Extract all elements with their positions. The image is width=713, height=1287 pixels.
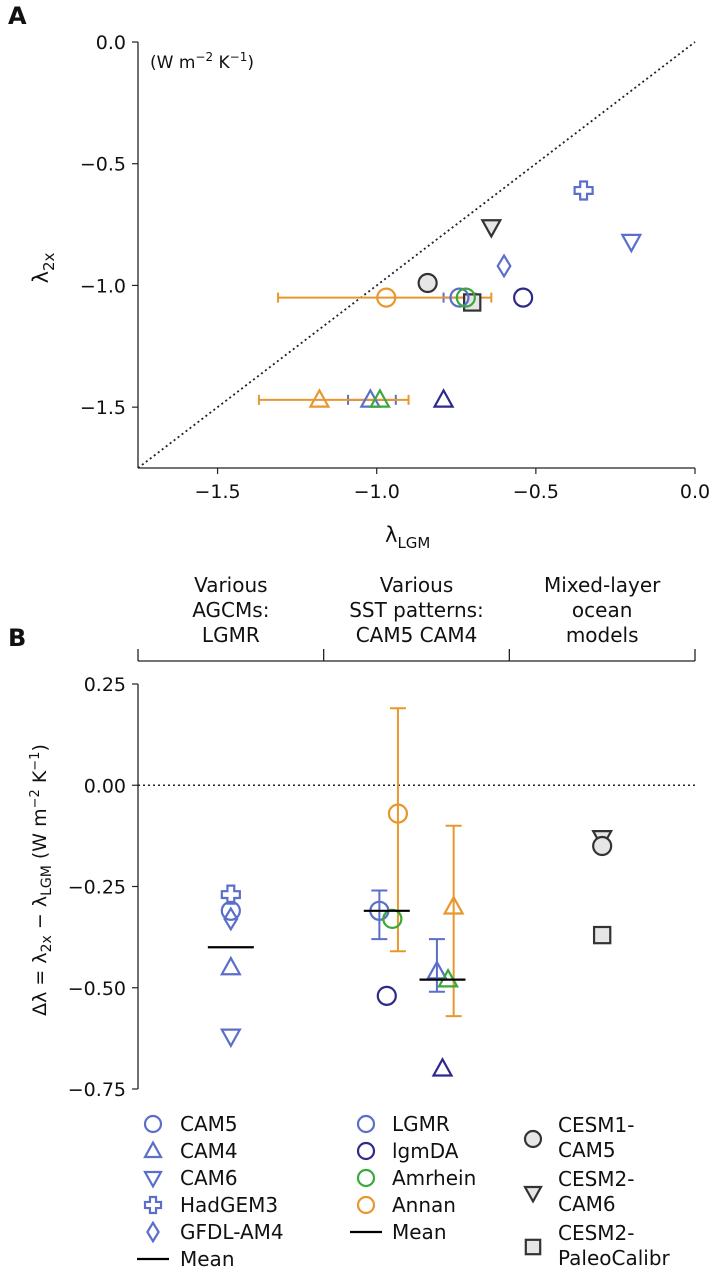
group-label-line: LGMR [202, 623, 260, 647]
panel-b-ytick-label: −0.50 [68, 978, 126, 1000]
panel-b-ytick-label: 0.25 [84, 674, 126, 696]
legend-label: CESM2- [558, 1167, 635, 1191]
legend-label: Mean [392, 1220, 447, 1244]
point-cesm2-paleocalibr [592, 925, 612, 945]
panel-a-ytick-label: −1.0 [80, 275, 126, 297]
group-label-line: AGCMs: [192, 598, 269, 622]
point-cam4-lgmr [426, 959, 448, 980]
group-label-line: CAM5 CAM4 [356, 623, 478, 647]
panel-a-xtick-label: 0.0 [680, 481, 710, 503]
point-cam6 [219, 1028, 242, 1049]
legend-marker-gfdl-am4-4 [146, 1220, 160, 1244]
panel-a-xlabel: λLGM [385, 523, 430, 552]
legend-label: HadGEM3 [180, 1193, 278, 1217]
panel-a: −1.5 −1.0 −0.5 0.0 0.0 −0.5 −1.0 −1.5 [80, 32, 710, 503]
panel-a-xtick-label: −1.5 [195, 481, 241, 503]
legend-label: Mean [180, 1247, 235, 1271]
legend-label: PaleoCalibr [558, 1246, 671, 1270]
panel-b-ytick-label: 0.00 [84, 775, 126, 797]
legend-label: GFDL-AM4 [180, 1220, 284, 1244]
group-label-line: Various [194, 573, 268, 597]
point-cam5-amrhein [455, 287, 476, 308]
point-cesm2-cam6 [480, 219, 503, 239]
panel-b-ylabel: Δλ = λ2x − λLGM (W m−2 K−1) [28, 744, 55, 1016]
legend-marker-cam6-2 [143, 1170, 163, 1189]
legend-label: LGMR [392, 1112, 450, 1136]
legend-label: CAM5 [180, 1112, 238, 1136]
legend-marker-lgmr-0 [356, 1114, 376, 1134]
point-cam5 [220, 900, 241, 921]
legend-label: CAM4 [180, 1139, 238, 1163]
point-cam5-annan [387, 803, 409, 824]
group-label-line: ocean [572, 598, 632, 622]
point-cam4 [219, 955, 242, 976]
point-cam4-annan [308, 388, 331, 408]
legend: CAM5 CAM4 CAM6 HadGEM3 GFDL-AM4 Mean LGMR lgmDA… [137, 1112, 671, 1271]
point-cam4-annan [442, 895, 465, 915]
point-cesm1-cam5 [592, 835, 613, 857]
legend-marker-cesm2-paleocalibr [524, 1238, 542, 1256]
panel-a-ytick-label: 0.0 [96, 32, 126, 54]
point-hadgem3 [573, 180, 594, 201]
point-cam4-amrhein [369, 388, 391, 408]
legend-label: CESM2- [558, 1221, 635, 1245]
point-cam4-lgmda [431, 1057, 454, 1077]
point-cam5-lgmda [513, 287, 534, 308]
panel-a-ytick-label: −1.5 [80, 397, 126, 419]
legend-label: Amrhein [392, 1166, 476, 1190]
legend-label: CAM5 [558, 1138, 616, 1162]
legend-marker-lgmda-1 [356, 1141, 376, 1161]
panel-label-b: B [8, 624, 26, 652]
group-label-line: Various [380, 573, 454, 597]
one-to-one-line [137, 41, 696, 469]
panel-a-ylabel: λ2x [29, 252, 58, 283]
legend-label: CAM6 [180, 1166, 238, 1190]
panel-label-a: A [8, 2, 27, 30]
panel-b-ytick-label: −0.25 [68, 877, 126, 899]
svg-text:λ2x: λ2x [29, 252, 58, 283]
point-cam5-lgmda [376, 985, 397, 1006]
panel-a-xtick-label: −0.5 [513, 481, 559, 503]
group-label-line: Mixed-layer [544, 573, 661, 597]
point-cam5-lgmr [449, 287, 470, 308]
point-gfdl-am4 [496, 253, 512, 279]
legend-marker-cesm1-cam5 [523, 1129, 543, 1149]
point-cam4-lgmda [432, 388, 455, 408]
point-cam6 [620, 233, 643, 254]
panel-a-xtick-label: −1.0 [354, 481, 400, 503]
point-cam4-amrhein [437, 967, 459, 988]
group-label-line: models [566, 623, 639, 647]
legend-label: Annan [392, 1193, 456, 1217]
point-gfdl-am4 [223, 906, 239, 932]
group-label-line: SST patterns: [349, 598, 484, 622]
point-cam5-annan [376, 287, 397, 308]
svg-text:Δλ = λ2x − λLGM (W m−2 K−1): Δλ = λ2x − λLGM (W m−2 K−1) [28, 744, 55, 1016]
panel-a-ytick-label: −0.5 [80, 154, 126, 176]
legend-label: CAM6 [558, 1192, 616, 1216]
legend-marker-annan-3 [356, 1195, 376, 1215]
panel-a-units: (W m−2 K−1) [150, 50, 254, 73]
panel-b: 0.25 0.00 −0.25 −0.50 −0.75 [68, 674, 695, 1101]
point-cesm1-cam5 [417, 272, 438, 294]
legend-label: lgmDA [392, 1139, 459, 1163]
panel-b-ytick-label: −0.75 [68, 1079, 126, 1101]
legend-marker-cam5-0 [143, 1114, 163, 1134]
legend-marker-amrhein-2 [356, 1168, 376, 1188]
legend-marker-cam4-1 [143, 1140, 163, 1159]
legend-label: CESM1- [558, 1113, 635, 1137]
legend-marker-hadgem3-3 [143, 1195, 163, 1215]
legend-marker-cesm2-cam6 [523, 1185, 543, 1204]
